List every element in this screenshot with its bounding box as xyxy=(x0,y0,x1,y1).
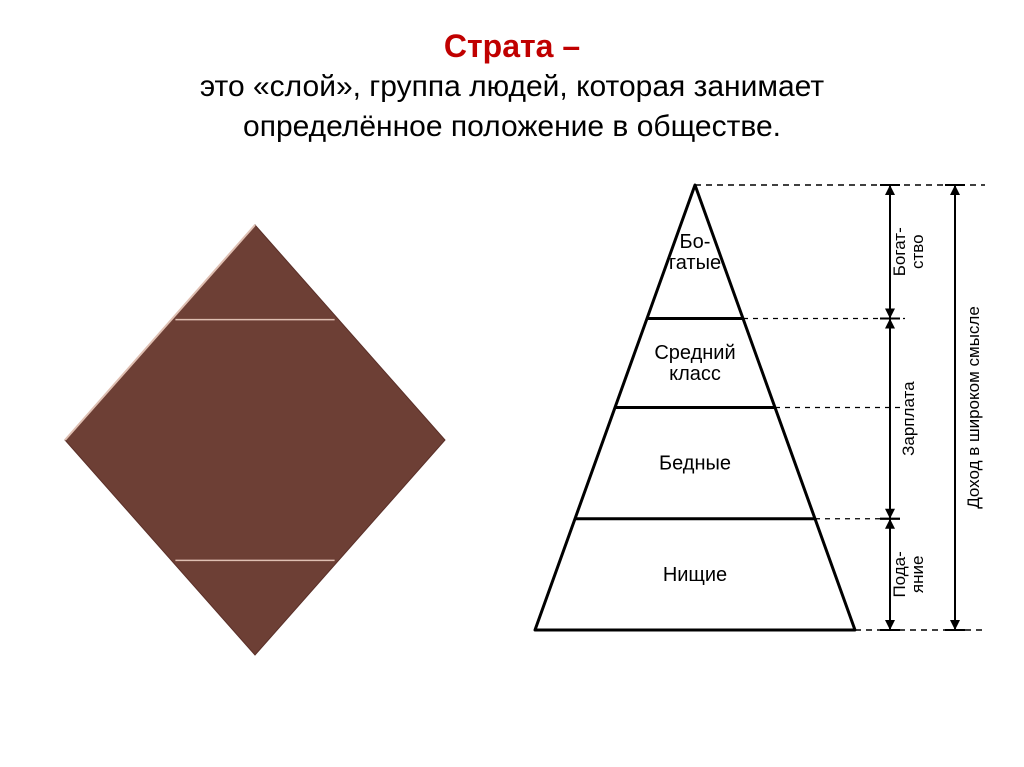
diamond-diagram xyxy=(60,220,450,660)
title-line-3: определённое положение в обществе. xyxy=(0,110,1024,144)
title-red: Страта – xyxy=(0,28,1024,65)
svg-text:Зарплата: Зарплата xyxy=(899,381,918,456)
svg-text:Бо-: Бо- xyxy=(680,231,711,253)
svg-text:гатые: гатые xyxy=(669,252,721,274)
svg-text:яние: яние xyxy=(908,556,927,594)
svg-text:Средний: Средний xyxy=(654,342,735,364)
svg-text:Нищие: Нищие xyxy=(663,564,727,586)
slide: Страта – это «слой», группа людей, котор… xyxy=(0,0,1024,767)
svg-text:Пода-: Пода- xyxy=(890,551,909,597)
svg-text:Богат-: Богат- xyxy=(890,227,909,276)
pyramid-diagram: Бо-гатые Среднийкласс Бедные Нищие Богат-ств… xyxy=(500,175,1000,675)
svg-text:Бедные: Бедные xyxy=(659,453,731,475)
svg-text:ство: ство xyxy=(908,234,927,269)
svg-text:класс: класс xyxy=(669,363,721,385)
title-line-2: это «слой», группа людей, которая занима… xyxy=(0,70,1024,104)
svg-text:Доход в широком смысле: Доход в широком смысле xyxy=(964,306,983,509)
